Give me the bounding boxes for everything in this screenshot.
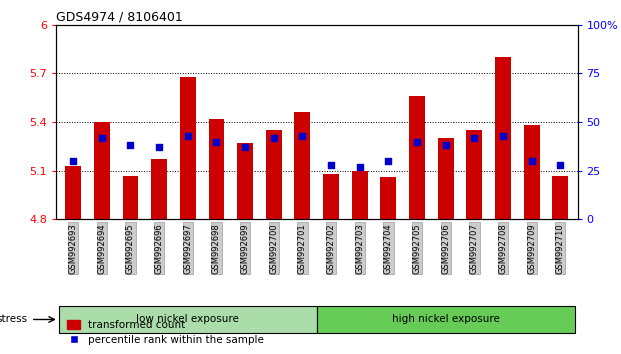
Text: GSM992703: GSM992703: [355, 223, 364, 274]
Text: GSM992704: GSM992704: [384, 223, 393, 274]
Point: [326, 162, 336, 168]
Text: GSM992696: GSM992696: [155, 223, 163, 274]
Text: GSM992707: GSM992707: [470, 223, 479, 274]
Point: [269, 135, 279, 141]
Text: GSM992705: GSM992705: [412, 223, 422, 274]
Bar: [381, 177, 396, 219]
Text: GSM992697: GSM992697: [183, 223, 193, 274]
Bar: [94, 122, 110, 219]
Text: GSM992695: GSM992695: [126, 223, 135, 274]
Point: [498, 133, 508, 139]
Bar: [409, 96, 425, 219]
Point: [97, 135, 107, 141]
Point: [383, 158, 393, 164]
Text: GSM992706: GSM992706: [441, 223, 450, 274]
Bar: [352, 171, 368, 219]
Text: GSM992694: GSM992694: [97, 223, 106, 274]
Point: [355, 164, 365, 170]
Text: GSM992698: GSM992698: [212, 223, 221, 274]
Text: stress: stress: [0, 314, 28, 325]
Bar: [237, 143, 253, 219]
Text: GSM992699: GSM992699: [240, 223, 250, 274]
Text: GSM992709: GSM992709: [527, 223, 536, 274]
Bar: [524, 125, 540, 219]
Text: GSM992708: GSM992708: [499, 223, 507, 274]
Point: [68, 158, 78, 164]
Point: [211, 139, 221, 144]
Text: GSM992700: GSM992700: [270, 223, 278, 274]
Bar: [323, 174, 339, 219]
Point: [154, 145, 164, 150]
Bar: [180, 77, 196, 219]
Bar: [438, 138, 453, 219]
Text: GSM992701: GSM992701: [298, 223, 307, 274]
Text: high nickel exposure: high nickel exposure: [392, 314, 500, 325]
Bar: [266, 130, 281, 219]
Bar: [65, 166, 81, 219]
Point: [441, 143, 451, 148]
Point: [240, 145, 250, 150]
Point: [297, 133, 307, 139]
Point: [183, 133, 193, 139]
Bar: [495, 57, 511, 219]
Bar: [553, 176, 568, 219]
Text: GDS4974 / 8106401: GDS4974 / 8106401: [56, 11, 183, 24]
Point: [412, 139, 422, 144]
Legend: transformed count, percentile rank within the sample: transformed count, percentile rank withi…: [67, 320, 264, 345]
Bar: [466, 130, 483, 219]
Bar: [122, 176, 138, 219]
Bar: [294, 113, 310, 219]
Bar: [151, 159, 167, 219]
Text: GSM992693: GSM992693: [68, 223, 78, 274]
Point: [555, 162, 565, 168]
Bar: [209, 119, 224, 219]
Point: [527, 158, 537, 164]
Text: GSM992702: GSM992702: [327, 223, 335, 274]
Text: low nickel exposure: low nickel exposure: [136, 314, 239, 325]
Point: [125, 143, 135, 148]
Text: GSM992710: GSM992710: [556, 223, 565, 274]
Point: [469, 135, 479, 141]
